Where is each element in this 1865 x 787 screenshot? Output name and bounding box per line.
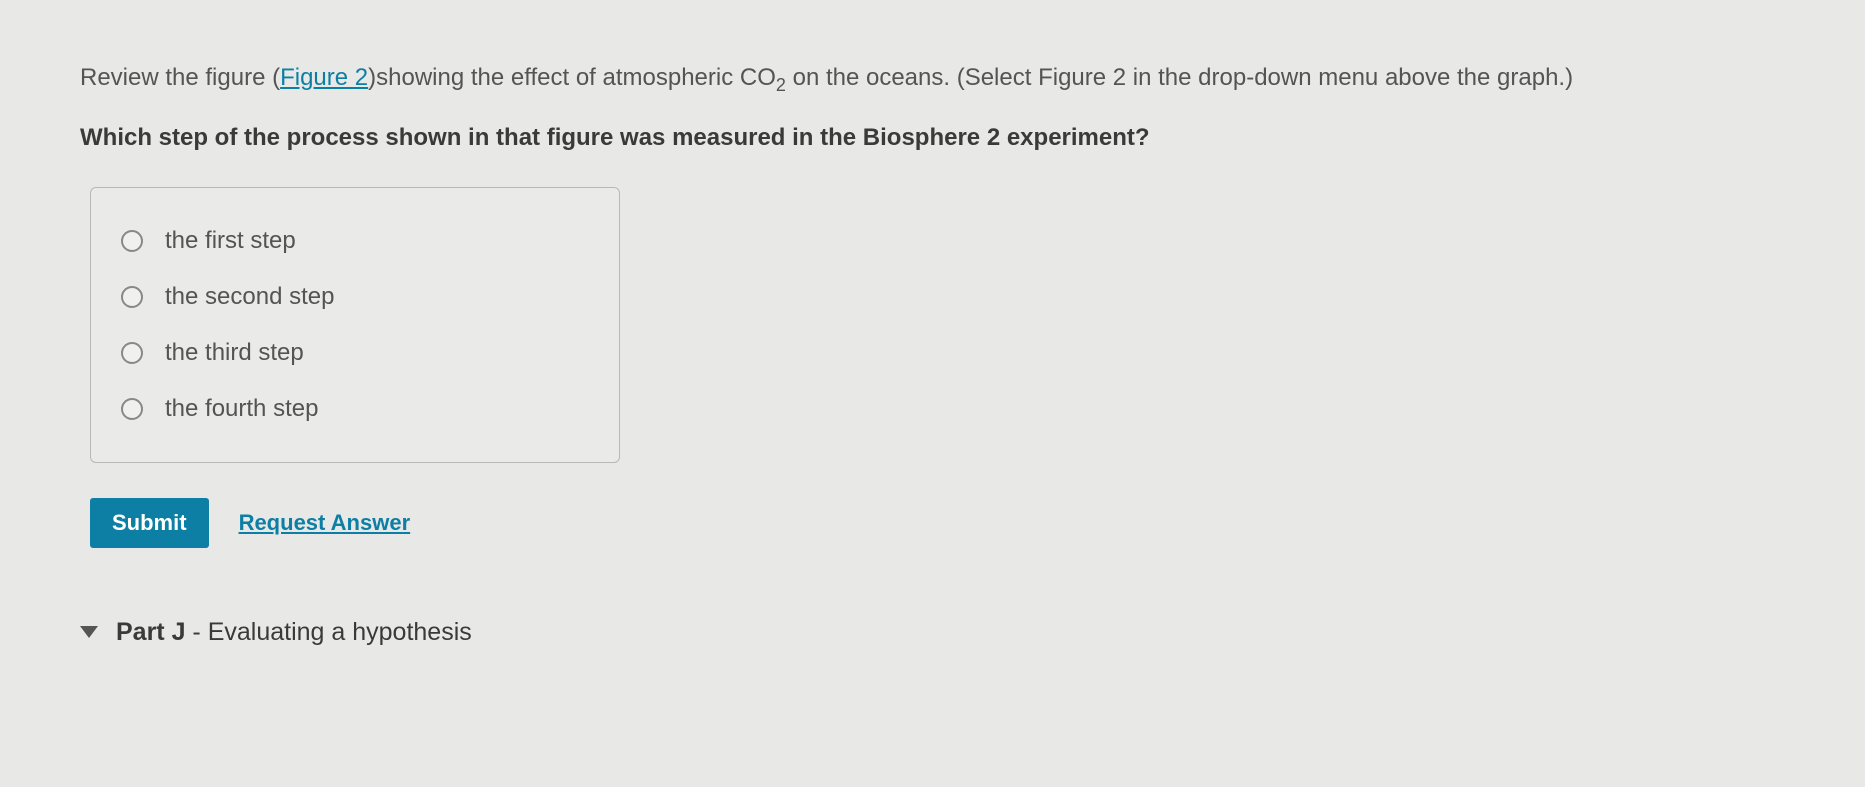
- figure-link[interactable]: Figure 2: [280, 64, 368, 91]
- submit-button[interactable]: Submit: [90, 498, 209, 548]
- part-separator: -: [185, 618, 207, 646]
- part-title: Evaluating a hypothesis: [208, 618, 472, 646]
- option-label: the second step: [165, 283, 334, 311]
- part-text: Part J - Evaluating a hypothesis: [116, 618, 472, 647]
- part-section-header[interactable]: Part J - Evaluating a hypothesis: [80, 618, 1785, 647]
- option-row-first[interactable]: the first step: [121, 213, 589, 269]
- radio-icon[interactable]: [121, 398, 143, 420]
- option-label: the fourth step: [165, 395, 318, 423]
- option-row-third[interactable]: the third step: [121, 325, 589, 381]
- option-row-second[interactable]: the second step: [121, 269, 589, 325]
- part-label: Part J: [116, 618, 185, 646]
- chevron-down-icon[interactable]: [80, 626, 98, 638]
- request-answer-link[interactable]: Request Answer: [239, 510, 411, 536]
- option-row-fourth[interactable]: the fourth step: [121, 381, 589, 437]
- radio-icon[interactable]: [121, 286, 143, 308]
- intro-before: Review the figure (: [80, 64, 280, 91]
- subscript: 2: [776, 75, 786, 95]
- intro-end: on the oceans. (Select Figure 2 in the d…: [786, 64, 1573, 91]
- options-container: the first step the second step the third…: [90, 187, 620, 463]
- option-label: the third step: [165, 339, 304, 367]
- intro-after: )showing the effect of atmospheric CO: [368, 64, 776, 91]
- option-label: the first step: [165, 227, 296, 255]
- radio-icon[interactable]: [121, 342, 143, 364]
- radio-icon[interactable]: [121, 230, 143, 252]
- question-intro-text: Review the figure (Figure 2)showing the …: [80, 60, 1785, 99]
- question-main-text: Which step of the process shown in that …: [80, 124, 1785, 152]
- action-row: Submit Request Answer: [90, 498, 1785, 548]
